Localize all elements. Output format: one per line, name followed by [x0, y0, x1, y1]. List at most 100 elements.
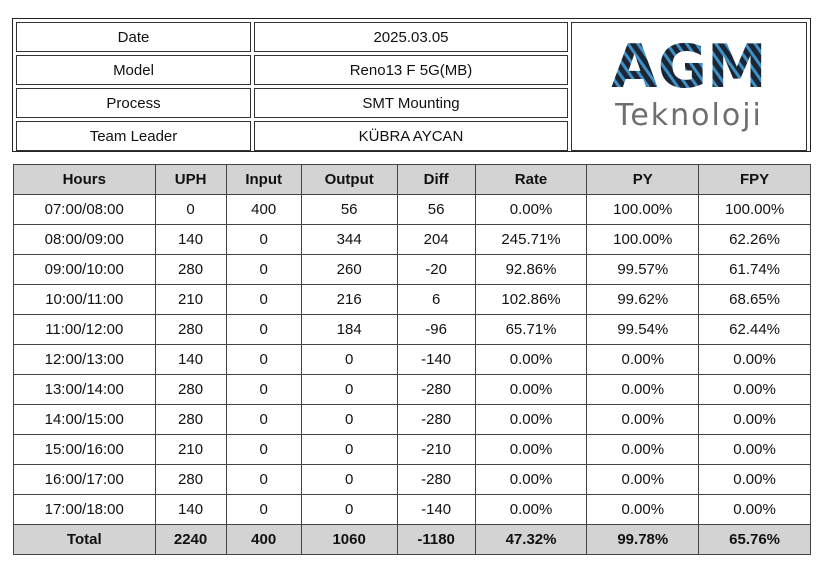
cell: 17:00/18:00 [13, 494, 156, 525]
column-header: Hours [13, 164, 156, 195]
cell: 16:00/17:00 [13, 464, 156, 495]
info-row: Model Reno13 F 5G(MB) [16, 55, 807, 85]
cell: 0 [225, 314, 302, 345]
header-row: Hours UPH Input Output Diff Rate PY FPY [13, 164, 811, 195]
cell: 99.62% [586, 284, 700, 315]
info-label: Process [16, 88, 251, 118]
info-value: Reno13 F 5G(MB) [254, 55, 568, 85]
cell: 100.00% [586, 194, 700, 225]
cell: 0 [225, 494, 302, 525]
cell: -210 [396, 434, 476, 465]
cell: 0 [225, 254, 302, 285]
cell: 0 [300, 374, 398, 405]
cell: -280 [396, 404, 476, 435]
data-row: 13:00/14:00 280 0 0 -280 0.00% 0.00% 0.00% [13, 374, 811, 405]
cell: 400 [225, 194, 302, 225]
cell: 100.00% [586, 224, 700, 255]
cell: 210 [154, 434, 227, 465]
cell: 99.54% [586, 314, 700, 345]
total-cell: 65.76% [698, 524, 811, 555]
info-value: 2025.03.05 [254, 22, 568, 52]
total-cell: Total [13, 524, 156, 555]
cell: 0.00% [698, 374, 811, 405]
cell: 56 [396, 194, 476, 225]
cell: 0.00% [698, 404, 811, 435]
total-row: Total 2240 400 1060 -1180 47.32% 99.78% 65.76% [13, 524, 811, 555]
cell: 260 [300, 254, 398, 285]
production-table: Hours UPH Input Output Diff Rate PY FPY 07:00/0… [13, 164, 811, 555]
column-header: FPY [698, 164, 811, 195]
cell: 280 [154, 374, 227, 405]
cell: 14:00/15:00 [13, 404, 156, 435]
info-row: Team Leader KÜBRA AYCAN [16, 121, 807, 151]
cell: 0.00% [586, 464, 700, 495]
data-row: 12:00/13:00 140 0 0 -140 0.00% 0.00% 0.00% [13, 344, 811, 375]
table-body: 07:00/08:00 0 400 56 56 0.00% 100.00% 100.00% 08… [13, 194, 811, 555]
cell: 62.26% [698, 224, 811, 255]
data-row: 15:00/16:00 210 0 0 -210 0.00% 0.00% 0.00% [13, 434, 811, 465]
cell: 245.71% [474, 224, 588, 255]
info-label: Model [16, 55, 251, 85]
column-header: Diff [396, 164, 476, 195]
logo-subtitle: Teknoloji [614, 98, 763, 133]
cell: 0.00% [474, 434, 588, 465]
info-body: Date 2025.03.05 AGM Teknoloji Model Reno13 F … [16, 22, 807, 151]
cell: 13:00/14:00 [13, 374, 156, 405]
cell: 0 [225, 404, 302, 435]
data-row: 10:00/11:00 210 0 216 6 102.86% 99.62% 68.65% [13, 284, 811, 315]
table-head: Hours UPH Input Output Diff Rate PY FPY [13, 164, 811, 195]
cell: 210 [154, 284, 227, 315]
data-row: 09:00/10:00 280 0 260 -20 92.86% 99.57% 61.74% [13, 254, 811, 285]
cell: 0.00% [698, 464, 811, 495]
column-header: UPH [154, 164, 227, 195]
data-row: 11:00/12:00 280 0 184 -96 65.71% 99.54% 62.44% [13, 314, 811, 345]
cell: 0 [225, 374, 302, 405]
cell: 0 [225, 464, 302, 495]
cell: 08:00/09:00 [13, 224, 156, 255]
cell: 280 [154, 404, 227, 435]
total-cell: 400 [225, 524, 302, 555]
info-row: Process SMT Mounting [16, 88, 807, 118]
info-block: Date 2025.03.05 AGM Teknoloji Model Reno13 F … [12, 18, 811, 152]
cell: 0 [225, 434, 302, 465]
cell: 280 [154, 314, 227, 345]
cell: 15:00/16:00 [13, 434, 156, 465]
cell: 0.00% [698, 434, 811, 465]
info-value: KÜBRA AYCAN [254, 121, 568, 151]
cell: 0 [154, 194, 227, 225]
cell: 12:00/13:00 [13, 344, 156, 375]
cell: 0.00% [586, 344, 700, 375]
cell: 0.00% [474, 464, 588, 495]
cell: 0 [300, 464, 398, 495]
column-header: Output [300, 164, 398, 195]
cell: 280 [154, 254, 227, 285]
info-row: Date 2025.03.05 AGM Teknoloji [16, 22, 807, 151]
cell: 0 [225, 284, 302, 315]
cell: 216 [300, 284, 398, 315]
data-row: 14:00/15:00 280 0 0 -280 0.00% 0.00% 0.00% [13, 404, 811, 435]
total-cell: 99.78% [586, 524, 700, 555]
cell: 280 [154, 464, 227, 495]
info-value: SMT Mounting [254, 88, 568, 118]
cell: -280 [396, 374, 476, 405]
cell: 0.00% [586, 404, 700, 435]
cell: 140 [154, 494, 227, 525]
data-row: 16:00/17:00 280 0 0 -280 0.00% 0.00% 0.00% [13, 464, 811, 495]
column-header: PY [586, 164, 700, 195]
cell: 0 [300, 494, 398, 525]
cell: 68.65% [698, 284, 811, 315]
cell: 0 [225, 224, 302, 255]
info-label: Team Leader [16, 121, 251, 151]
cell: 140 [154, 224, 227, 255]
cell: 100.00% [698, 194, 811, 225]
cell: 204 [396, 224, 476, 255]
cell: 0.00% [474, 404, 588, 435]
cell: 0.00% [698, 344, 811, 375]
column-header: Input [225, 164, 302, 195]
cell: 10:00/11:00 [13, 284, 156, 315]
cell: -280 [396, 464, 476, 495]
info-label: Date [16, 22, 251, 52]
cell: -140 [396, 344, 476, 375]
cell: 344 [300, 224, 398, 255]
